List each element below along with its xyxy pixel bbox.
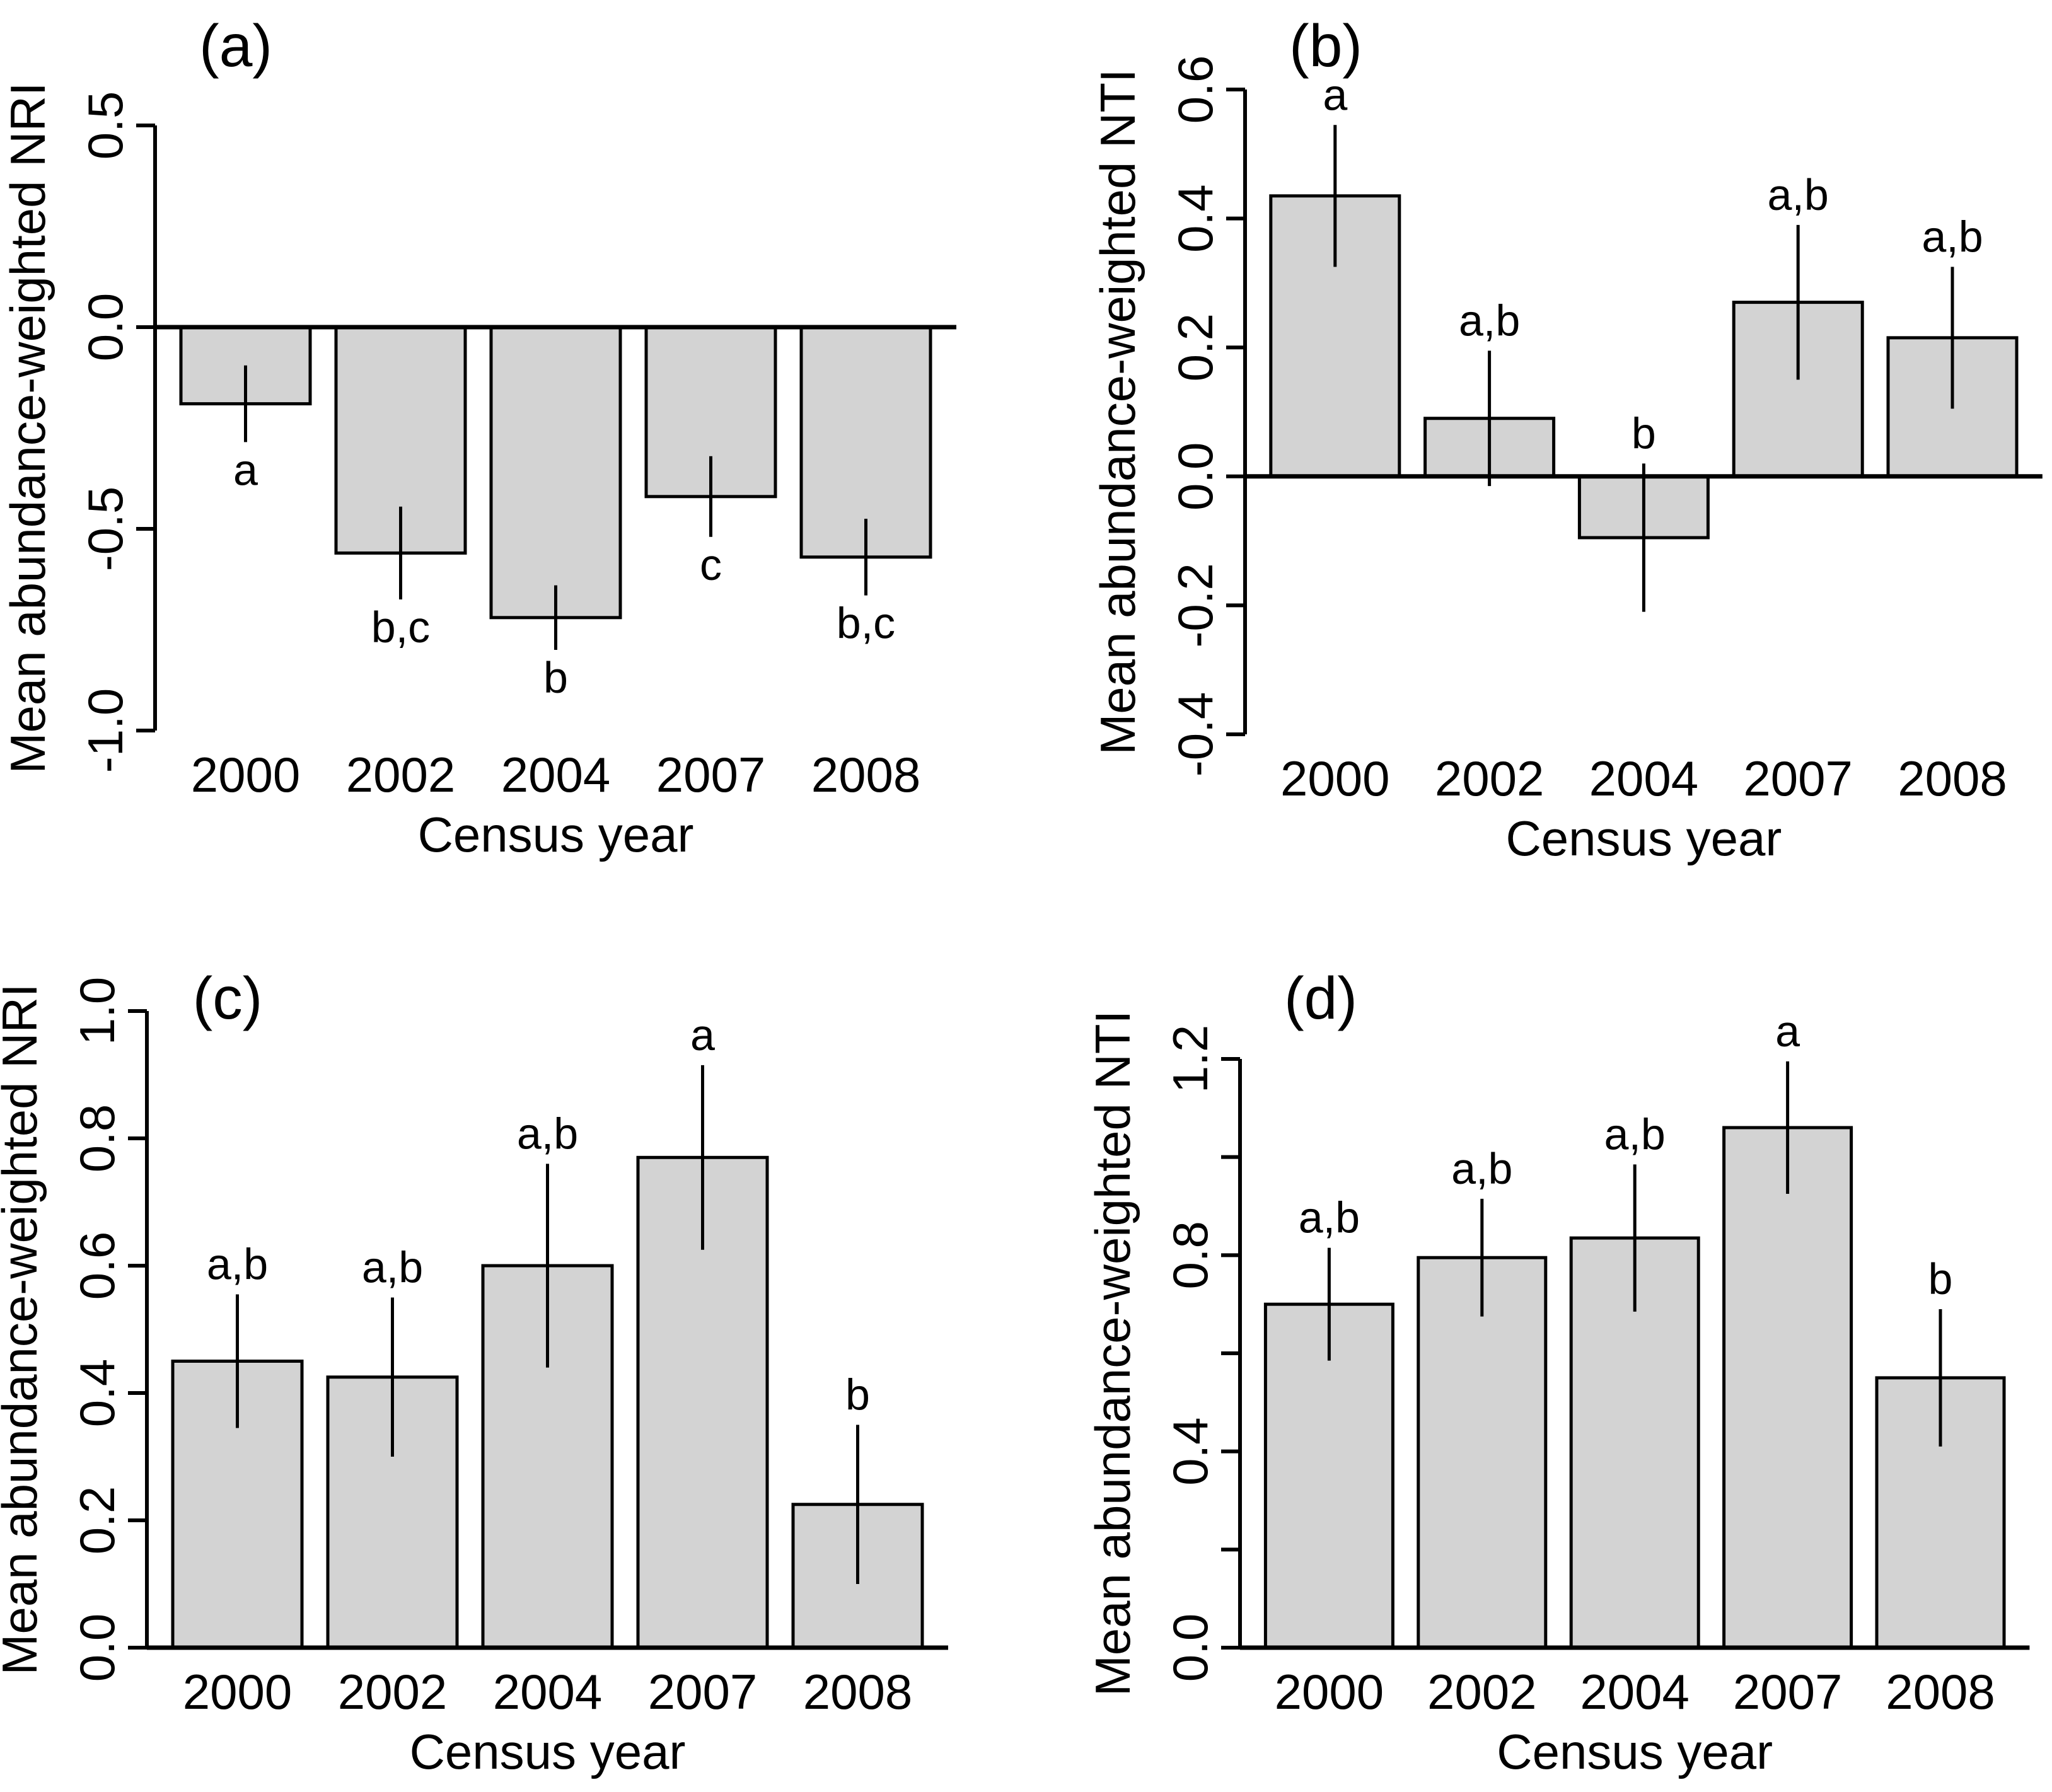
x-axis-label: Census year [418, 807, 694, 862]
x-tick-label: 2004 [501, 747, 611, 802]
x-tick-label: 2007 [656, 747, 766, 802]
sig-label: a,b [1922, 212, 1983, 261]
x-tick-label: 2002 [346, 747, 456, 802]
panel-d-chart: (d) 1.2 0.8 0.4 0.0 Mean abundance-weighted N… [1026, 896, 2052, 1792]
sig-label: a,b [207, 1239, 268, 1288]
x-tick-label: 2000 [191, 747, 301, 802]
bar-2002 [1417, 1256, 1548, 1650]
x-tick-label: 2008 [811, 747, 921, 802]
x-axis-label: Census year [1497, 1724, 1773, 1779]
y-tick-label: 0.6 [69, 1232, 125, 1300]
sig-label: a [690, 1010, 715, 1060]
x-axis-label: Census year [410, 1724, 686, 1779]
y-tick-label: 0.5 [78, 91, 133, 159]
y-axis-label: Mean abundance-weighted NTI [1085, 1010, 1140, 1696]
x-tick-label: 2007 [1743, 751, 1853, 806]
y-axis-label: Mean abundance-weighted NRI [0, 82, 55, 773]
x-tick-label: 2004 [1580, 1664, 1690, 1720]
y-tick-label: 0.0 [69, 1614, 125, 1682]
sig-label: b [1928, 1254, 1953, 1304]
y-tick-label: 0.4 [69, 1359, 125, 1427]
x-tick-label: 2002 [338, 1664, 448, 1720]
panel-letter: (c) [193, 965, 263, 1032]
x-tick-label: 2000 [1280, 751, 1390, 806]
y-axis-label: Mean abundance-weighted NRI [0, 983, 47, 1675]
sig-label: a,b [362, 1243, 423, 1292]
sig-label: a,b [1451, 1144, 1512, 1193]
x-tick-label: 2008 [1886, 1664, 1995, 1720]
sig-label: a [1775, 1007, 1800, 1056]
x-tick-label: 2007 [648, 1664, 758, 1720]
y-tick-label: 0.4 [1168, 184, 1223, 252]
x-tick-label: 2004 [493, 1664, 603, 1720]
panel-letter: (d) [1284, 965, 1357, 1032]
y-tick-label: -0.5 [78, 487, 133, 571]
y-tick-label: 0.0 [1162, 1614, 1218, 1682]
y-axis-label: Mean abundance-weighted NTI [1090, 69, 1145, 754]
sig-label: b,c [837, 599, 895, 648]
panel-letter: (a) [199, 13, 272, 79]
bar-2007 [1722, 1126, 1853, 1650]
y-tick-label: 0.2 [69, 1486, 125, 1554]
x-axis-label: Census year [1505, 811, 1782, 866]
y-tick-label: -0.2 [1168, 563, 1223, 647]
sig-label: a [1323, 70, 1347, 119]
sig-label: b [543, 653, 568, 702]
y-tick-label: 0.0 [78, 293, 133, 361]
bar-2004 [489, 325, 622, 620]
sig-label: b [1632, 408, 1656, 458]
sig-label: a,b [1299, 1193, 1360, 1242]
sig-label: a,b [1604, 1109, 1666, 1159]
x-tick-label: 2008 [1898, 751, 2007, 806]
y-tick-label: -1.0 [78, 688, 133, 773]
sig-label: a,b [1459, 296, 1520, 345]
x-tick-label: 2008 [803, 1664, 913, 1720]
x-tick-label: 2002 [1427, 1664, 1537, 1720]
sig-label: a,b [517, 1109, 578, 1158]
sig-label: a [233, 445, 258, 494]
y-tick-label: 1.0 [69, 977, 125, 1045]
panel-b-chart: (b) 0.6 0.4 0.2 0.0 -0.2 -0.4 Mean abundance-we… [1026, 0, 2052, 896]
y-tick-label: 1.2 [1162, 1025, 1218, 1093]
panel-a-chart: (a) 0.5 0.0 -0.5 -1.0 Mean abundance-weighted… [0, 0, 1026, 896]
y-tick-label: 0.8 [1162, 1221, 1218, 1289]
sig-label: c [700, 540, 722, 589]
sig-label: a,b [1768, 170, 1829, 219]
x-tick-label: 2000 [1275, 1664, 1384, 1720]
y-tick-label: 0.0 [1168, 442, 1223, 511]
panel-letter: (b) [1289, 13, 1362, 79]
sig-label: b,c [371, 603, 430, 652]
y-tick-label: -0.4 [1168, 692, 1223, 777]
x-tick-label: 2004 [1589, 751, 1699, 806]
x-tick-label: 2000 [183, 1664, 293, 1720]
y-tick-label: 0.2 [1168, 313, 1223, 381]
y-tick-label: 0.4 [1162, 1417, 1218, 1485]
y-tick-label: 0.6 [1168, 55, 1223, 124]
sig-label: b [845, 1370, 870, 1419]
x-tick-label: 2002 [1435, 751, 1545, 806]
panel-c-chart: (c) 1.0 0.8 0.6 0.4 0.2 0.0 Mean abundance-weig… [0, 896, 1026, 1792]
y-tick-label: 0.8 [69, 1104, 125, 1172]
x-tick-label: 2007 [1733, 1664, 1843, 1720]
